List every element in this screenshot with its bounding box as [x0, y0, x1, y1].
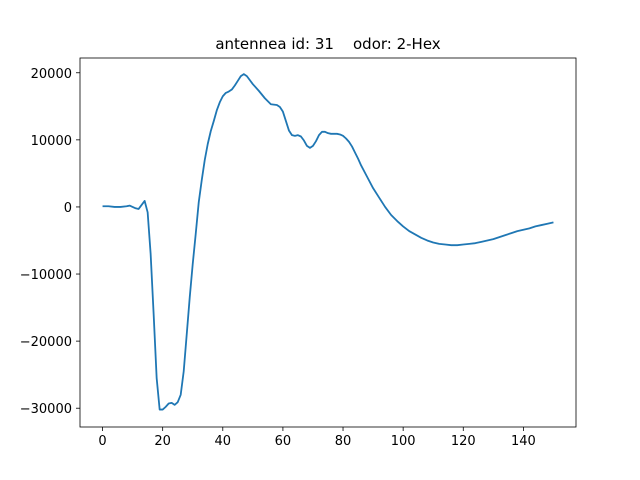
x-tick-label: 120 — [451, 434, 476, 449]
chart-title: antennea id: 31 odor: 2-Hex — [215, 35, 440, 53]
y-tick-label: −30000 — [20, 402, 72, 417]
y-tick-label: 20000 — [31, 67, 72, 82]
x-tick-label: 60 — [275, 434, 292, 449]
y-tick-label: 0 — [64, 201, 72, 216]
plot-area — [102, 73, 554, 411]
x-tick-label: 80 — [335, 434, 352, 449]
x-tick-label: 0 — [98, 434, 106, 449]
x-axis: 0 20 40 60 80 100 120 140 — [98, 427, 536, 449]
x-tick-label: 140 — [511, 434, 536, 449]
y-tick-label: −20000 — [20, 335, 72, 350]
series-line-0 — [102, 73, 554, 411]
x-tick-label: 40 — [215, 434, 232, 449]
y-axis: −30000 −20000 −10000 0 10000 20000 — [20, 67, 80, 417]
y-tick-label: −10000 — [20, 268, 72, 283]
y-tick-label: 10000 — [31, 134, 72, 149]
plot-frame — [79, 57, 577, 428]
x-tick-label: 100 — [391, 434, 416, 449]
x-tick-label: 20 — [154, 434, 171, 449]
